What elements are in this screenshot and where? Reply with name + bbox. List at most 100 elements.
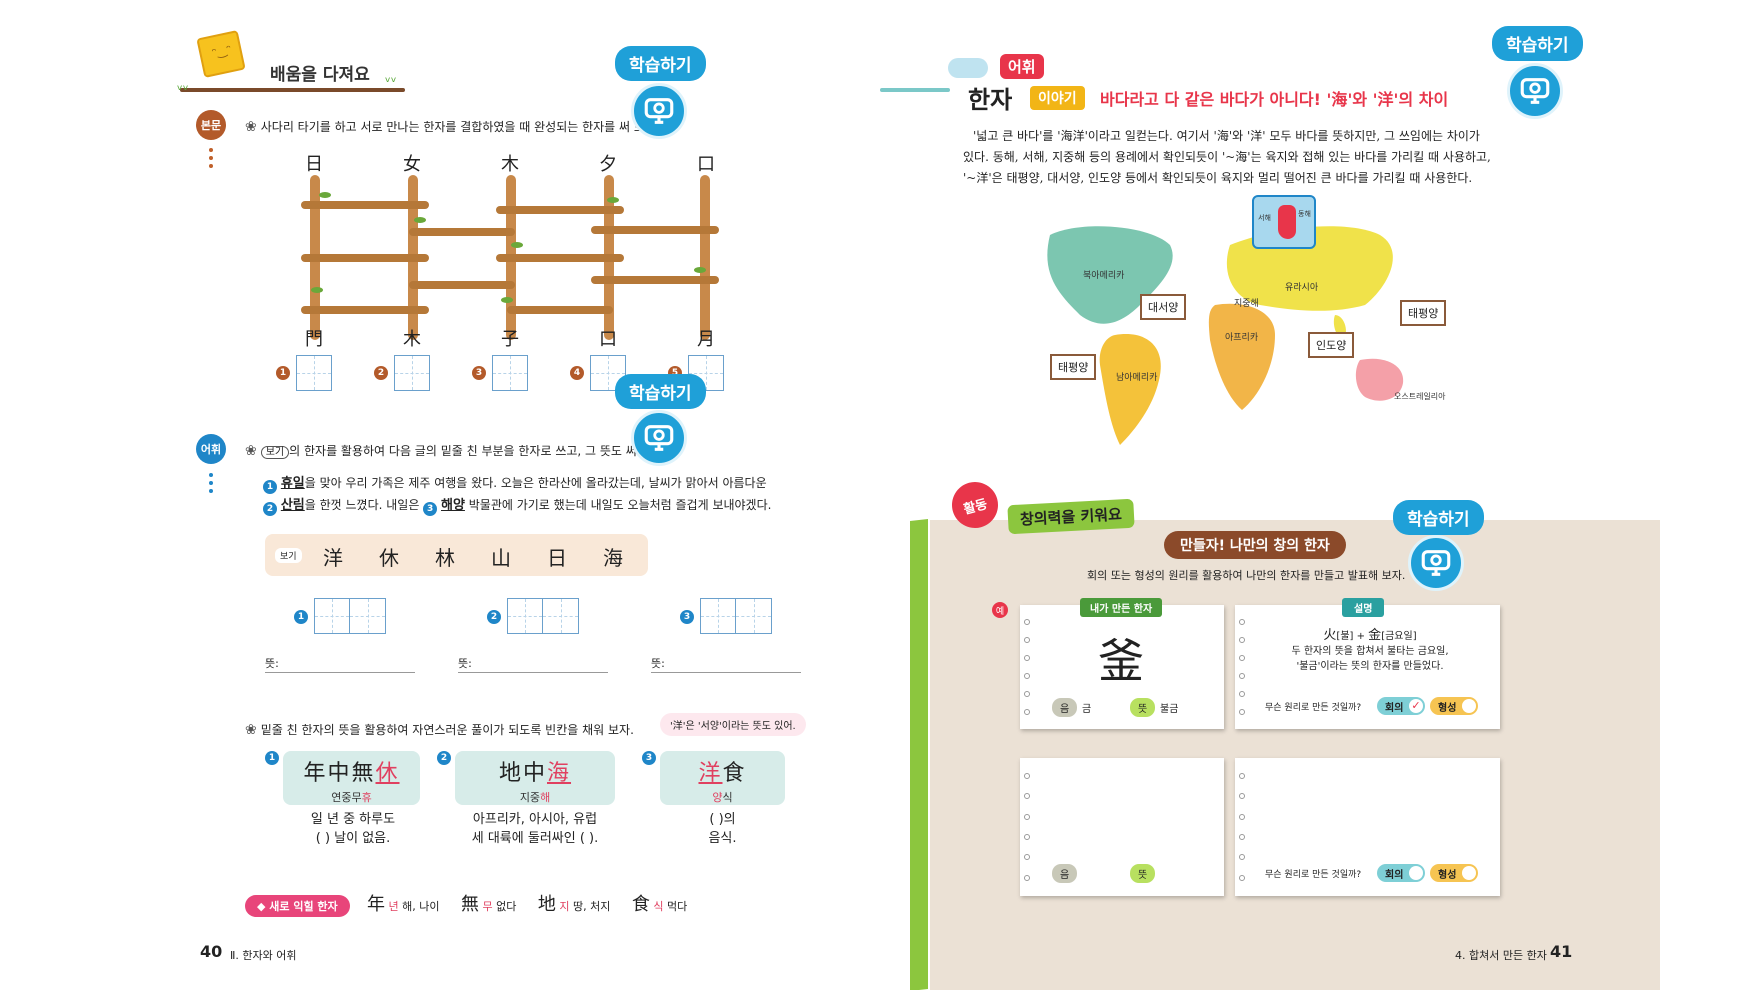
example-tag: 보기 — [260, 446, 290, 459]
paragraph-line-3: '~洋'은 태평양, 대서양, 인도양 등에서 확인되듯이 육지와 멀리 떨어진… — [963, 171, 1473, 185]
new-hanja-char-3: 地 — [537, 894, 556, 915]
answer-num-2: 2 — [374, 366, 388, 380]
toggle-compound-blank[interactable]: 회의 — [1377, 864, 1425, 882]
idiom-explain-2: 아프리카, 아시아, 유럽 세 대륙에 둘러싸인 ( ). — [440, 810, 630, 848]
idiom-reading-3: 양식 — [660, 789, 785, 805]
meaning-line-3[interactable] — [651, 672, 801, 673]
grass-icon-2: ᵥᵥ — [385, 70, 397, 86]
write-num-2: 2 — [487, 610, 501, 624]
monitor-icon[interactable] — [631, 410, 687, 466]
example-label: 보기 — [275, 548, 302, 563]
instruction-3-text: 밑줄 친 한자의 뜻을 활용하여 자연스러운 풀이가 되도록 빈칸을 채워 보자… — [260, 723, 634, 737]
monitor-icon[interactable] — [1408, 535, 1464, 591]
right-page: 어휘 한자 이야기 바다라고 다 같은 바다가 아니다! '海'와 '洋'의 차… — [880, 0, 1760, 990]
idiom-exp-3b: 음식. — [708, 831, 737, 846]
explain-hanja-fire: 火 — [1323, 628, 1337, 643]
example-char-2: 休 — [379, 546, 399, 570]
left-page: ᵔ‿ᵔ ᵥᵥ ᵥᵥ 배움을 다져요 학습하기 본문 ❀ 사다리 타기를 하고 서로… — [177, 30, 806, 962]
passage-text-2: 을 한껏 느꼈다. 내일은 — [304, 498, 424, 512]
explain-text: 火[불] + 金[금요일] 두 한자의 뜻을 합쳐서 불타는 금요일, '불금'… — [1250, 628, 1490, 674]
explain-line-2: 두 한자의 뜻을 합쳐서 불타는 금요일, — [1291, 646, 1449, 657]
explain-line-3: '불금'이라는 뜻의 한자를 만들었다. — [1296, 661, 1444, 672]
learn-button-4[interactable]: 학습하기 — [1393, 500, 1484, 535]
idiom-hanja-1b: 休 — [375, 761, 400, 786]
activity-instruction: 회의 또는 형성의 원리를 활용하여 나만의 한자를 만들고 발표해 보자. — [1087, 569, 1406, 582]
example-mark: 예 — [992, 602, 1008, 618]
ladder-bottom-5: 月 — [697, 329, 715, 350]
write-box-2[interactable] — [507, 598, 579, 634]
badge-vocab: 어휘 — [196, 434, 226, 464]
example-char-3: 林 — [435, 546, 455, 570]
meaning-line-2[interactable] — [458, 672, 608, 673]
learn-button-1[interactable]: 학습하기 — [615, 46, 706, 81]
passage-num-3: 3 — [423, 502, 438, 516]
answer-box-2[interactable] — [394, 355, 430, 391]
blank-hanja-card[interactable] — [1020, 758, 1224, 896]
new-hanja-list: 年 년 해, 나이 無 무 없다 地 지 땅, 처지 食 식 먹다 — [367, 890, 687, 916]
paragraph-line-1: '넓고 큰 바다'를 '海洋'이라고 일컫는다. 여기서 '海'와 '洋' 모두… — [973, 129, 1480, 143]
header-teal-line — [880, 88, 950, 92]
idiom-exp-2a: 아프리카, 아시아, 유럽 — [472, 812, 598, 827]
activity-green-stripe — [910, 519, 928, 990]
page-number-right: 41 — [1550, 942, 1573, 961]
meaning-line-1[interactable] — [265, 672, 415, 673]
badge-body: 본문 — [196, 110, 226, 140]
new-hanja-char-4: 食 — [631, 894, 650, 915]
learn-button-2[interactable]: 학습하기 — [615, 374, 706, 409]
toggle-phonetic-label-blank: 형성 — [1438, 869, 1457, 881]
ladder-drawing — [301, 175, 719, 340]
monitor-icon[interactable] — [1507, 63, 1563, 119]
idiom-card-1: 年中無休 연중무휴 — [283, 751, 420, 805]
answer-box-1[interactable] — [296, 355, 332, 391]
activity-banner: 만들자! 나만의 창의 한자 — [1164, 531, 1346, 559]
ladder-game — [295, 150, 735, 340]
title-text-a: 바다라고 다 같은 바다가 아니다! ' — [1100, 90, 1332, 109]
idiom-explain-1: 일 년 중 하루도 ( ) 날이 없음. — [268, 810, 438, 848]
monitor-icon[interactable] — [631, 83, 687, 139]
toggle-phonetic-blank[interactable]: 형성 — [1430, 864, 1478, 882]
learn-button-3[interactable]: 학습하기 — [1492, 26, 1583, 61]
instruction-1-text: 사다리 타기를 하고 서로 만나는 한자를 결합하였을 때 완성되는 한자를 써… — [260, 120, 660, 134]
answer-num-1: 1 — [276, 366, 290, 380]
idiom-read-2b: 해 — [540, 791, 551, 804]
chapter-right: 4. 합쳐서 만든 한자 — [1455, 949, 1547, 962]
sign-atlantic: 대서양 — [1140, 294, 1187, 320]
idiom-read-1a: 연중무 — [331, 791, 362, 804]
answer-box-4[interactable] — [590, 355, 626, 391]
idiom-hanja-2a: 地中 — [498, 761, 547, 786]
paragraph: '넓고 큰 바다'를 '海洋'이라고 일컫는다. 여기서 '海'와 '洋' 모두… — [963, 126, 1563, 189]
sign-pacific-right: 태평양 — [1400, 300, 1447, 326]
answer-num-4: 4 — [570, 366, 584, 380]
title-text: 바다라고 다 같은 바다가 아니다! '海'와 '洋'의 차이 — [1100, 86, 1448, 110]
title-story: 이야기 — [1030, 86, 1085, 110]
title-hanja-1: 海 — [1331, 90, 1348, 109]
explain-tag: 설명 — [1342, 598, 1385, 617]
ladder-bottom-4: 口 — [599, 329, 617, 350]
my-hanja-char: 釜 — [1098, 634, 1144, 688]
card-rings — [1024, 766, 1032, 888]
passage-line-2: 2 산림을 한껏 느꼈다. 내일은 3 해양 박물관에 가기로 했는데 내일도 … — [263, 494, 772, 516]
idiom-read-2a: 지중 — [519, 791, 541, 804]
answer-box-3[interactable] — [492, 355, 528, 391]
write-num-1: 1 — [294, 610, 308, 624]
toggle-compound-checked[interactable]: 회의 ✓ — [1377, 697, 1425, 715]
answer-box-5[interactable] — [688, 355, 724, 391]
map-africa: 아프리카 — [1225, 333, 1259, 343]
example-char-1: 洋 — [323, 546, 343, 570]
answer-num-3: 3 — [472, 366, 486, 380]
new-hanja-meaning-4: 먹다 — [666, 900, 688, 913]
idiom-hanja-3b: 洋 — [698, 761, 723, 786]
passage-line-1: 1 휴일을 맞아 우리 가족은 제주 여행을 왔다. 오늘은 한라산에 올라갔는… — [263, 472, 767, 494]
idiom-reading-2: 지중해 — [455, 789, 615, 805]
paragraph-line-2: 있다. 동해, 서해, 지중해 등의 용례에서 확인되듯이 '~海'는 육지와 … — [963, 150, 1491, 164]
write-box-3[interactable] — [700, 598, 772, 634]
toggle-compound-label: 회의 — [1385, 702, 1404, 714]
toggle-knob — [1462, 866, 1476, 880]
toggle-phonetic[interactable]: 형성 — [1430, 697, 1478, 715]
write-box-1[interactable] — [314, 598, 386, 634]
example-char-5: 日 — [547, 546, 567, 570]
passage-text-3: 박물관에 가기로 했는데 내일도 오늘처럼 즐겁게 보내야겠다. — [464, 498, 772, 512]
sound-label-blank: 음 — [1052, 864, 1078, 883]
toggle-knob — [1462, 699, 1476, 713]
